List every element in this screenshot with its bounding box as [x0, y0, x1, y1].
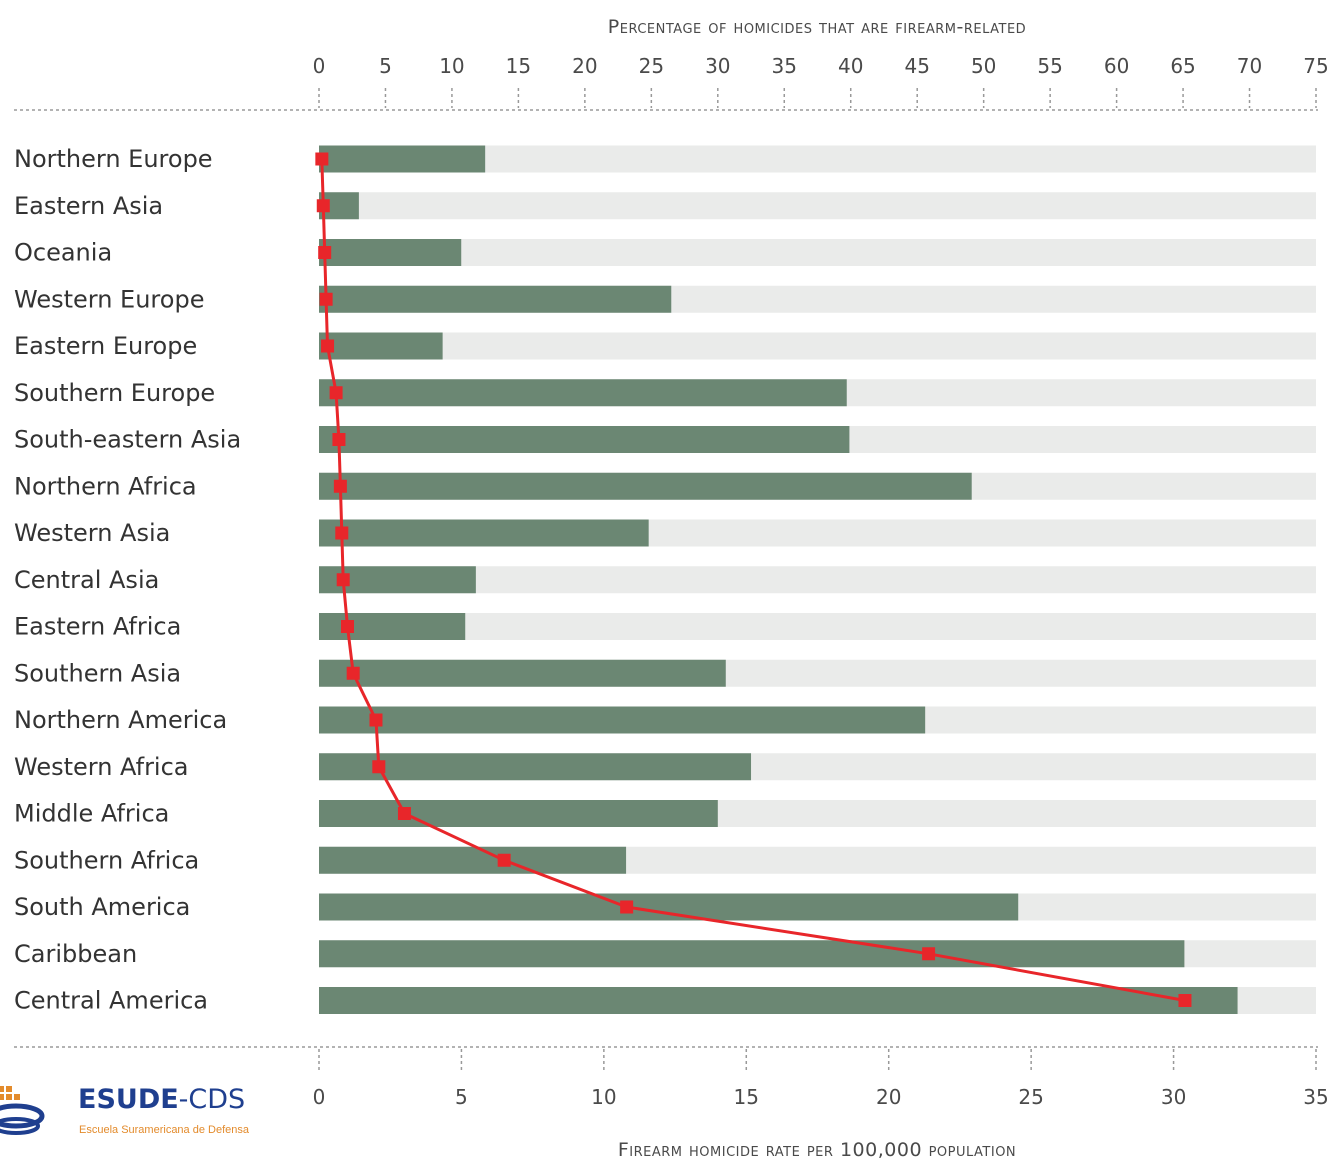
top-tick-label: 15 — [506, 54, 531, 78]
region-label: Central Asia — [14, 566, 159, 594]
region-label: Central America — [14, 987, 208, 1015]
rate-marker — [316, 199, 330, 213]
logo-subtitle: Escuela Suramericana de Defensa — [79, 1124, 249, 1136]
bottom-tick-label: 5 — [455, 1085, 468, 1109]
bar — [319, 846, 627, 874]
bar — [319, 239, 462, 266]
top-tick-label: 30 — [705, 54, 730, 78]
bar — [319, 145, 486, 173]
bottom-tick-label: 15 — [734, 1085, 759, 1109]
top-tick-label: 60 — [1104, 54, 1129, 78]
rate-markers — [315, 152, 1192, 1007]
logo-brand-suffix: -CDS — [178, 1084, 246, 1115]
top-axis-title: Percentage of homicides that are firearm… — [608, 16, 1026, 38]
rate-marker — [369, 713, 383, 727]
bar-track — [319, 332, 1316, 360]
logo-title: ESUDE-CDS — [78, 1084, 245, 1115]
bar — [319, 332, 443, 360]
region-label: Eastern Europe — [14, 332, 197, 360]
esude-logo: ESUDE-CDS Escuela Suramericana de Defens… — [0, 1078, 290, 1148]
region-label: Western Asia — [14, 519, 170, 547]
bar — [319, 893, 1019, 921]
top-tick-label: 0 — [313, 54, 326, 78]
top-tick-label: 20 — [572, 54, 597, 78]
rate-marker — [318, 246, 332, 259]
region-label: Middle Africa — [14, 800, 169, 828]
bar — [319, 800, 718, 827]
bar — [319, 987, 1238, 1014]
region-label: Southern Africa — [14, 846, 199, 874]
region-label: Northern Africa — [14, 472, 197, 500]
bar — [319, 426, 850, 453]
bars — [319, 145, 1238, 1014]
region-label: Oceania — [14, 239, 112, 267]
bar-track — [319, 613, 1316, 640]
top-tick-label: 70 — [1237, 54, 1262, 78]
top-tick-label: 45 — [904, 54, 929, 78]
globe-logo-icon — [0, 1086, 45, 1135]
rate-marker — [321, 339, 335, 353]
bar-track — [319, 566, 1316, 594]
bar-track — [319, 192, 1316, 220]
bar — [319, 613, 466, 640]
bottom-tick-label: 20 — [876, 1085, 901, 1109]
rate-marker — [336, 573, 350, 587]
bar — [319, 706, 926, 734]
bar — [319, 472, 972, 500]
rate-marker — [1178, 994, 1192, 1007]
rate-marker — [372, 760, 386, 774]
region-label: Western Europe — [14, 285, 204, 313]
bar-track — [319, 239, 1316, 266]
top-tick-label: 65 — [1170, 54, 1195, 78]
bottom-axis: 0 5 10 15 20 25 30 35 — [313, 1049, 1329, 1109]
bar — [319, 659, 726, 687]
region-label: Northern Europe — [14, 145, 213, 173]
bar — [319, 753, 752, 781]
region-label: South-eastern Asia — [14, 426, 241, 454]
top-tick-label: 25 — [639, 54, 664, 78]
bottom-tick-label: 10 — [591, 1085, 616, 1109]
region-label: South America — [14, 893, 190, 921]
region-label: Eastern Africa — [14, 613, 181, 641]
top-tick-label: 35 — [772, 54, 797, 78]
top-tick-label: 10 — [439, 54, 464, 78]
rate-marker — [332, 433, 346, 446]
region-label: Southern Europe — [14, 379, 215, 407]
top-tick-label: 40 — [838, 54, 863, 78]
region-label: Southern Asia — [14, 659, 181, 687]
rate-marker — [340, 620, 354, 633]
region-label: Northern America — [14, 706, 227, 734]
rate-marker — [333, 479, 347, 493]
rate-marker — [346, 666, 360, 680]
bar — [319, 379, 847, 407]
bottom-tick-label: 30 — [1161, 1085, 1186, 1109]
bar — [319, 519, 649, 547]
bottom-axis-title: Firearm homicide rate per 100,000 popula… — [618, 1139, 1016, 1160]
bottom-tick-label: 35 — [1303, 1085, 1328, 1109]
top-tick-label: 75 — [1303, 54, 1328, 78]
region-label: Eastern Asia — [14, 192, 163, 220]
bottom-tick-label: 25 — [1018, 1085, 1043, 1109]
rate-marker — [319, 292, 333, 306]
rate-marker — [397, 807, 411, 820]
region-label: Caribbean — [14, 940, 137, 968]
bar — [319, 940, 1185, 968]
top-tick-label: 5 — [379, 54, 392, 78]
bottom-tick-label: 0 — [313, 1085, 326, 1109]
top-tick-label: 50 — [971, 54, 996, 78]
region-labels: Northern Europe Eastern Asia Oceania Wester… — [14, 145, 241, 1015]
rate-marker — [922, 947, 936, 961]
region-label: Western Africa — [14, 753, 189, 781]
rate-marker — [335, 526, 349, 540]
rate-marker — [620, 900, 634, 914]
rate-marker — [315, 152, 329, 166]
top-tick-label: 55 — [1037, 54, 1062, 78]
bar — [319, 285, 672, 313]
logo-brand: ESUDE — [78, 1084, 179, 1115]
top-axis: 0 5 10 15 20 25 30 35 40 45 50 55 60 65 70 75 — [313, 54, 1329, 108]
rate-marker — [329, 386, 343, 400]
rate-marker — [497, 853, 511, 867]
